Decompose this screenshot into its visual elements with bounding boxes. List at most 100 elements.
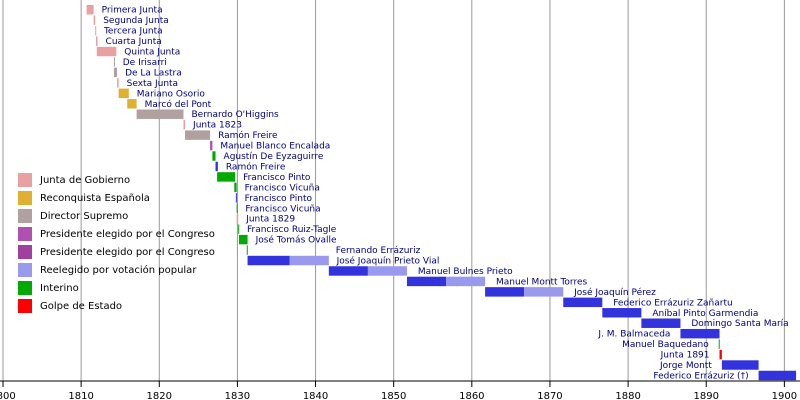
x-tick-label: 1840 (303, 391, 328, 400)
term-label: José Joaquín Pérez (573, 287, 656, 298)
legend-label: Presidente elegido por el Congreso (40, 247, 215, 258)
term-label: Junta 1891 (660, 351, 710, 361)
legend-label: Reconquista Española (40, 193, 150, 204)
term-bar (235, 193, 237, 203)
term-bar (234, 182, 237, 193)
term-label: Segunda Junta (103, 16, 169, 26)
term-label: Junta 1823 (192, 121, 242, 131)
term-bar (680, 328, 720, 339)
x-tick-label: 1800 (0, 391, 16, 400)
term-bar (641, 318, 681, 328)
term-bar (524, 287, 564, 297)
term-bar (217, 172, 236, 182)
term-bar (212, 151, 216, 161)
term-bar (96, 46, 117, 57)
term-bar (215, 161, 218, 172)
term-bar (289, 255, 329, 266)
term-label: Jorge Montt (659, 361, 712, 371)
term-bar (236, 214, 239, 224)
term-label: Francisco Ruiz-Tagle (247, 225, 337, 235)
term-label: Federico Errázuriz Zañartu (613, 298, 732, 308)
term-bar (127, 99, 137, 109)
term-bar (718, 339, 720, 349)
term-bar (328, 266, 368, 276)
term-label: Agustín De Eyzaguirre (224, 152, 324, 162)
legend-swatch (18, 191, 32, 205)
term-bar (721, 360, 759, 370)
term-label: José Tomás Ovalle (255, 235, 337, 246)
term-label: De La Lastra (125, 68, 182, 78)
term-bar (93, 15, 96, 25)
term-label: Francisco Vicuña (245, 204, 320, 214)
term-bar (367, 266, 407, 276)
term-label: José Joaquín Prieto Vial (336, 256, 440, 267)
term-label: Manuel Baquedano (622, 340, 709, 350)
term-label: Ramón Freire (218, 130, 278, 141)
term-bar (719, 349, 722, 360)
legend-swatch (18, 299, 32, 313)
term-label: Francisco Pinto (243, 173, 311, 183)
x-tick-label: 1850 (381, 391, 406, 400)
legend-label: Interino (40, 283, 79, 294)
term-label: Cuarta Junta (106, 37, 162, 47)
x-tick-label: 1810 (68, 391, 93, 400)
term-bar (136, 109, 184, 119)
term-bar (118, 88, 129, 99)
term-bar (758, 370, 797, 381)
term-bar (86, 5, 94, 15)
term-label: J. M. Balmaceda (597, 330, 670, 340)
x-tick-label: 1820 (147, 391, 172, 400)
term-label: Quinta Junta (124, 48, 180, 58)
term-bar (95, 25, 97, 36)
legend-swatch (18, 281, 32, 295)
x-tick-label: 1830 (225, 391, 250, 400)
term-bar (602, 308, 642, 318)
term-bar (113, 67, 118, 78)
term-bar (185, 130, 211, 140)
legend-label: Presidente elegido por el Congreso (40, 229, 215, 240)
legend-label: Director Supremo (40, 211, 128, 222)
term-label: Aníbal Pinto Garmendia (652, 309, 758, 319)
legend-swatch (18, 245, 32, 259)
legend-swatch (18, 227, 32, 241)
term-label: Ramón Freire (226, 161, 286, 172)
term-bar (117, 78, 119, 88)
term-bar (238, 224, 240, 234)
legend-swatch (18, 263, 32, 277)
term-bar (246, 245, 248, 255)
x-tick-label: 1880 (615, 391, 640, 400)
x-tick-label: 1870 (537, 391, 562, 400)
legend-label: Golpe de Estado (40, 301, 122, 312)
term-label: Manuel Montt Torres (496, 277, 588, 287)
term-bar (485, 287, 525, 297)
term-bar (406, 276, 447, 287)
term-bar (95, 36, 98, 46)
term-label: Primera Junta (102, 6, 163, 16)
x-tick-label: 1900 (772, 391, 797, 400)
term-bar (247, 255, 290, 266)
term-bar (238, 234, 248, 245)
term-label: Domingo Santa María (691, 319, 788, 329)
term-label: Francisco Pinto (245, 194, 313, 204)
term-label: Tercera Junta (103, 27, 163, 37)
legend-label: Reelegido por votación popular (40, 264, 197, 276)
x-tick-label: 1890 (694, 391, 719, 400)
term-label: Fernando Errázuriz (336, 246, 421, 256)
term-label: Federico Errázuriz (†) (653, 371, 748, 381)
term-label: Manuel Blanco Encalada (220, 142, 330, 152)
term-bar (446, 276, 486, 287)
term-bar (210, 140, 213, 151)
legend-swatch (18, 209, 32, 223)
term-label: Mariano Osorio (137, 89, 206, 99)
term-label: Marcó del Pont (145, 99, 212, 110)
term-label: Manuel Bulnes Prieto (418, 267, 513, 277)
x-tick-label: 1860 (459, 391, 484, 400)
term-label: Junta 1829 (245, 215, 295, 225)
legend-swatch (18, 173, 32, 187)
term-bar (183, 119, 186, 130)
term-label: Francisco Vicuña (245, 183, 320, 193)
term-bar (113, 57, 115, 67)
term-label: De Irisarri (123, 58, 167, 68)
legend-label: Junta de Gobierno (39, 175, 130, 186)
